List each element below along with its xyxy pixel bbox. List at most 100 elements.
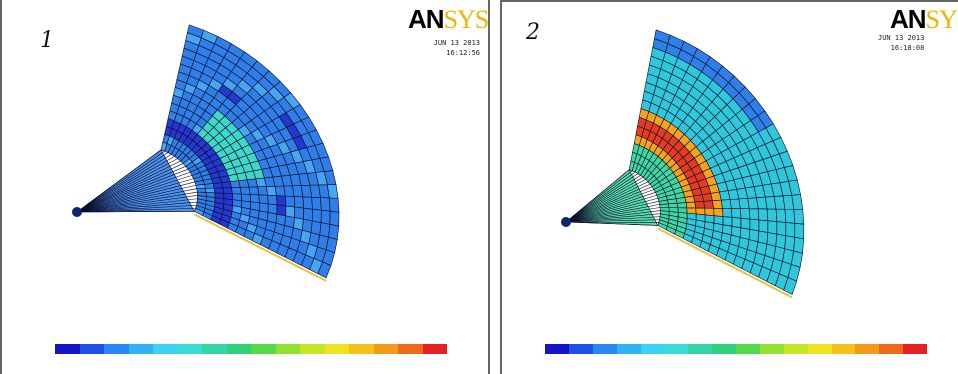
mesh-element xyxy=(293,196,304,209)
mesh-element xyxy=(703,200,714,209)
mesh-element xyxy=(668,207,679,213)
mesh-element xyxy=(320,197,331,212)
mesh-element xyxy=(311,196,322,211)
mesh-element xyxy=(196,188,207,193)
mesh-edge xyxy=(76,195,198,213)
mesh-rim xyxy=(193,213,327,282)
legend-swatch xyxy=(903,344,927,354)
mesh-edge xyxy=(76,211,195,213)
mesh-element xyxy=(196,191,207,197)
mesh-elements xyxy=(561,29,805,299)
mesh-element xyxy=(319,222,331,238)
mesh-element xyxy=(749,218,760,232)
mesh-edge xyxy=(565,181,649,223)
mesh-element xyxy=(731,208,742,219)
contour-legend-bar xyxy=(55,344,447,354)
mesh-element xyxy=(294,206,304,220)
fem-mesh-plot xyxy=(72,24,340,282)
mesh-element xyxy=(276,204,287,217)
ansys-logo: ANSYS xyxy=(408,6,488,33)
mesh-element xyxy=(791,194,804,210)
mesh-edge xyxy=(565,207,661,223)
mesh-edge xyxy=(565,179,646,223)
mesh-edge xyxy=(565,219,660,223)
mesh-element xyxy=(267,203,278,215)
mesh-edge xyxy=(565,192,656,223)
result-panel-2: 2 ANSYS JUN 13 2013 16:18:08 xyxy=(500,0,958,374)
legend-swatch xyxy=(275,344,300,354)
mesh-element xyxy=(249,194,260,204)
mesh-element xyxy=(739,227,751,240)
mesh-edge xyxy=(76,156,175,213)
mesh-element xyxy=(302,196,313,210)
mesh-element xyxy=(328,197,340,213)
mesh-element xyxy=(704,214,715,224)
legend-swatch xyxy=(664,344,689,354)
ansys-logo: ANSYS xyxy=(890,6,958,33)
legend-swatch xyxy=(177,344,202,354)
contour-legend-bar xyxy=(545,344,927,354)
mesh-element xyxy=(310,220,322,236)
mesh-element xyxy=(328,223,340,240)
mesh-tip xyxy=(72,207,82,217)
mesh-edge xyxy=(76,201,198,213)
mesh-edge xyxy=(565,216,661,223)
mesh-element xyxy=(301,218,313,233)
time-label: 16:18:08 xyxy=(890,44,925,52)
legend-swatch xyxy=(855,344,880,354)
mesh-edge xyxy=(565,213,661,223)
mesh-edge xyxy=(565,169,630,223)
mesh-edge xyxy=(76,152,169,213)
mesh-edge xyxy=(565,189,654,223)
mesh-element xyxy=(757,230,769,245)
legend-swatch xyxy=(545,344,569,354)
mesh-edge xyxy=(76,171,191,213)
mesh-edge xyxy=(565,204,660,223)
mesh-element xyxy=(729,198,741,209)
legend-swatch xyxy=(202,344,227,354)
mesh-edge xyxy=(76,191,198,213)
mesh-edge xyxy=(76,204,197,213)
mesh-element xyxy=(712,199,723,209)
mesh-element xyxy=(232,193,243,202)
mesh-element xyxy=(329,210,340,227)
mesh-element xyxy=(659,207,670,212)
mesh-edge xyxy=(76,149,162,213)
mesh-element xyxy=(775,208,787,223)
legend-swatch xyxy=(592,344,617,354)
logo-an: AN xyxy=(408,4,445,34)
mesh-element xyxy=(248,186,260,196)
mesh-element xyxy=(740,208,751,220)
legend-swatch xyxy=(759,344,784,354)
legend-swatch xyxy=(349,344,374,354)
mesh-element xyxy=(267,194,278,206)
mesh-element xyxy=(748,208,760,221)
mesh-edge xyxy=(565,175,641,223)
mesh-edge xyxy=(76,175,193,213)
mesh-element xyxy=(284,195,296,208)
mesh-element xyxy=(785,222,796,238)
mesh-edge xyxy=(565,210,661,223)
mesh-element xyxy=(713,207,724,217)
mesh-element xyxy=(303,207,313,222)
mesh-edge xyxy=(565,194,657,223)
mesh-element xyxy=(320,209,331,225)
mesh-edge xyxy=(76,154,172,213)
mesh-element xyxy=(793,208,805,225)
mesh-edge xyxy=(76,178,194,213)
legend-swatch xyxy=(831,344,856,354)
legend-swatch xyxy=(226,344,251,354)
mesh-edge xyxy=(76,198,198,213)
mesh-element xyxy=(731,217,742,229)
mesh-element xyxy=(791,250,803,268)
mesh-element xyxy=(213,187,225,194)
mesh-element xyxy=(187,24,204,39)
time-label: 16:12:56 xyxy=(446,49,480,57)
legend-swatch xyxy=(79,344,104,354)
mesh-element xyxy=(258,194,269,205)
mesh-element xyxy=(695,207,706,216)
legend-swatch xyxy=(640,344,665,354)
mesh-element xyxy=(757,208,769,222)
mesh-element xyxy=(776,221,787,236)
date-label: JUN 13 2013 xyxy=(433,39,480,47)
